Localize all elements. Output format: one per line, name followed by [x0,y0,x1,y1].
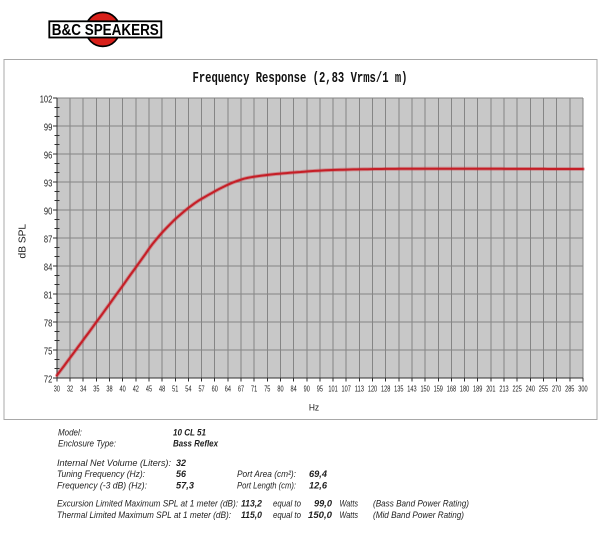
svg-text:99,0: 99,0 [314,499,333,510]
svg-text:30: 30 [54,384,61,393]
svg-text:159: 159 [434,384,443,393]
svg-text:56: 56 [176,469,187,480]
svg-text:107: 107 [342,384,351,393]
svg-text:(Mid Band Power Rating): (Mid Band Power Rating) [373,510,464,521]
svg-text:285: 285 [565,384,575,393]
svg-text:99: 99 [44,123,53,134]
svg-text:equal to: equal to [273,510,301,521]
svg-text:69,4: 69,4 [309,469,328,480]
svg-text:113,2: 113,2 [241,499,263,510]
svg-text:115,0: 115,0 [241,510,263,521]
svg-text:54: 54 [185,384,192,393]
svg-text:189: 189 [473,384,482,393]
svg-text:Thermal Limited Maximum SPL at: Thermal Limited Maximum SPL at 1 meter (… [57,510,231,521]
svg-text:150: 150 [420,384,430,393]
svg-text:57: 57 [198,384,204,393]
svg-text:Model:: Model: [58,428,82,439]
svg-text:71: 71 [251,384,257,393]
svg-text:32: 32 [67,384,73,393]
svg-text:67: 67 [238,384,244,393]
svg-text:87: 87 [44,235,53,246]
svg-text:80: 80 [277,384,284,393]
svg-text:72: 72 [44,375,53,386]
svg-text:Frequency (-3 dB) (Hz):: Frequency (-3 dB) (Hz): [57,481,147,492]
svg-text:Watts: Watts [340,499,359,510]
svg-text:Frequency Response (2,83 Vrms/: Frequency Response (2,83 Vrms/1 m) [193,70,408,87]
svg-text:Bass Reflex: Bass Reflex [173,439,219,450]
svg-text:dB SPL: dB SPL [17,224,28,259]
svg-text:240: 240 [526,384,536,393]
svg-text:180: 180 [460,384,470,393]
svg-text:60: 60 [212,384,219,393]
svg-text:113: 113 [355,384,364,393]
svg-text:Port Area (cm²):: Port Area (cm²): [237,469,296,480]
svg-text:45: 45 [146,384,153,393]
svg-text:75: 75 [44,347,53,358]
svg-text:(Bass Band Power Rating): (Bass Band Power Rating) [373,499,469,510]
svg-text:Excursion Limited Maximum SPL: Excursion Limited Maximum SPL at 1 meter… [57,499,238,510]
svg-text:93: 93 [44,179,53,190]
svg-text:Tuning Frequency (Hz):: Tuning Frequency (Hz): [57,469,145,480]
svg-text:135: 135 [394,384,404,393]
svg-text:78: 78 [44,319,53,330]
svg-text:Port Length (cm):: Port Length (cm): [237,481,296,492]
svg-text:101: 101 [328,384,337,393]
svg-text:150,0: 150,0 [308,510,333,521]
svg-text:201: 201 [486,384,495,393]
svg-text:Enclosure Type:: Enclosure Type: [58,439,116,450]
svg-text:40: 40 [120,384,127,393]
svg-text:38: 38 [106,384,112,393]
svg-text:213: 213 [499,384,508,393]
svg-text:48: 48 [159,384,165,393]
svg-text:B&C SPEAKERS: B&C SPEAKERS [52,22,159,39]
svg-text:90: 90 [304,384,311,393]
svg-text:95: 95 [317,384,324,393]
svg-text:102: 102 [40,95,53,106]
svg-text:64: 64 [225,384,232,393]
svg-text:255: 255 [539,384,549,393]
svg-text:128: 128 [381,384,390,393]
svg-text:equal to: equal to [273,499,301,510]
svg-text:96: 96 [44,151,53,162]
svg-text:Hz: Hz [309,402,320,412]
svg-text:75: 75 [264,384,271,393]
svg-text:120: 120 [368,384,378,393]
svg-text:225: 225 [513,384,523,393]
svg-text:143: 143 [407,384,416,393]
svg-text:168: 168 [447,384,456,393]
svg-text:270: 270 [552,384,562,393]
svg-text:57,3: 57,3 [176,481,195,492]
svg-text:90: 90 [44,207,53,218]
svg-text:12,6: 12,6 [309,481,328,492]
svg-text:42: 42 [133,384,139,393]
svg-text:81: 81 [44,291,53,302]
svg-text:51: 51 [172,384,178,393]
svg-text:300: 300 [578,384,588,393]
svg-text:Internal Net Volume (Liters):: Internal Net Volume (Liters): [57,458,171,469]
svg-text:84: 84 [44,263,53,274]
svg-text:10 CL 51: 10 CL 51 [173,428,206,439]
svg-text:32: 32 [176,458,187,469]
svg-text:35: 35 [93,384,100,393]
svg-text:84: 84 [291,384,298,393]
svg-text:Watts: Watts [340,510,359,521]
svg-text:34: 34 [80,384,87,393]
